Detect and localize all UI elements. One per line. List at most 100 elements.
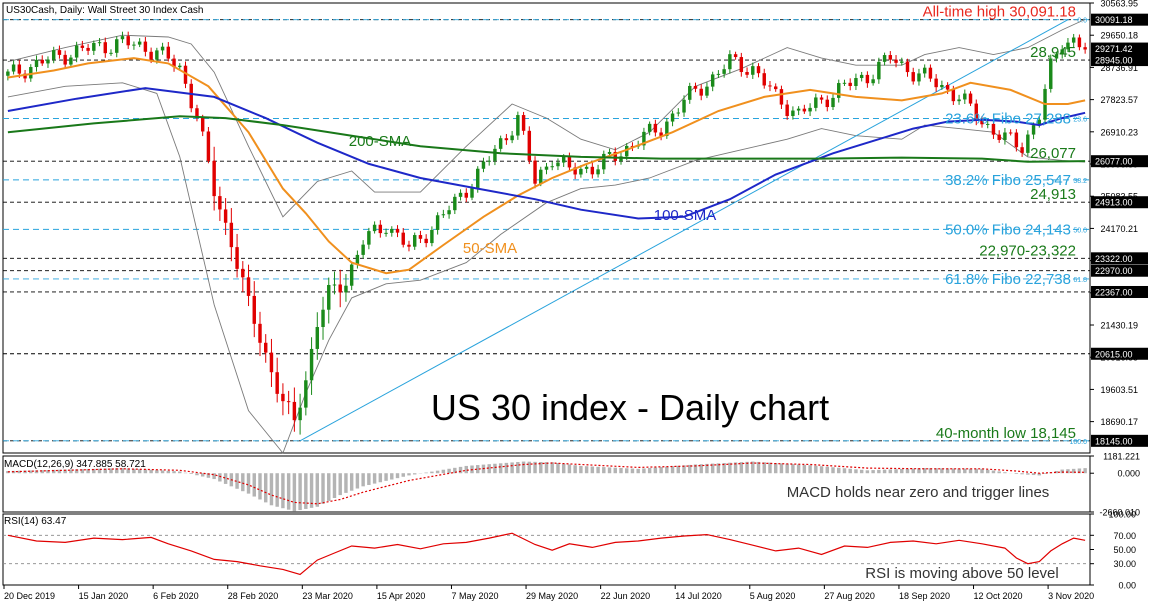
- candle-bullish: [390, 228, 394, 233]
- price-box: [1091, 347, 1148, 360]
- candle-bearish: [246, 277, 251, 296]
- candle-bullish: [837, 83, 841, 98]
- x-tick-label: 15 Jan 2020: [79, 591, 129, 601]
- candle-bearish: [802, 108, 807, 112]
- candle-bullish: [332, 284, 337, 286]
- candle-bullish: [917, 73, 921, 82]
- candle-bullish: [6, 71, 10, 76]
- candle-bearish: [200, 117, 205, 132]
- candle-bearish: [103, 42, 107, 54]
- candle-bullish: [791, 110, 795, 117]
- candle-bullish: [430, 229, 434, 244]
- candle-bullish: [831, 97, 835, 108]
- candle-bullish: [842, 82, 847, 84]
- candle-bearish: [464, 192, 468, 198]
- main-price-panel: 30563.95 29650.18 28736.91 27823.57 26910.23…: [2, 0, 1148, 454]
- candle-bullish: [539, 169, 543, 184]
- candle-bullish: [550, 166, 554, 168]
- candle-bullish: [647, 123, 652, 132]
- x-axis: 20 Dec 2019 15 Jan 2020 6 Feb 2020 28 Feb 2…: [3, 585, 1094, 601]
- rsi-note: RSI is moving above 50 level: [865, 565, 1058, 582]
- candle-bearish: [997, 134, 1001, 140]
- y-tick-label: 21430.19: [1100, 321, 1138, 331]
- candle-bearish: [269, 352, 274, 373]
- x-tick-label: 23 Mar 2020: [302, 591, 353, 601]
- candle-bearish: [521, 115, 526, 131]
- candle-bearish: [378, 224, 383, 234]
- candle-bullish: [688, 85, 692, 100]
- candle-bearish: [275, 372, 279, 394]
- price-box: [1091, 264, 1148, 277]
- bollinger-upper-line: [7, 18, 1086, 218]
- rsi-y-tick-label: 30.00: [1113, 559, 1136, 569]
- y-tick-label: 19603.51: [1100, 385, 1138, 395]
- candle-bearish: [659, 132, 663, 136]
- candle-bearish: [189, 83, 193, 109]
- candle-bearish: [40, 59, 44, 64]
- candle-bearish: [905, 61, 910, 73]
- candle-bullish: [344, 285, 348, 293]
- candle-bullish: [132, 44, 136, 46]
- candle-bearish: [567, 156, 572, 168]
- y-tick-label: 26910.23: [1100, 127, 1138, 137]
- price-box: [1091, 434, 1148, 447]
- candle-bullish: [97, 42, 102, 44]
- macd-panel-frame: [2, 455, 1091, 513]
- candle-bearish: [166, 46, 171, 59]
- price-box-label: 22970.00: [1095, 266, 1133, 276]
- candle-bullish: [109, 52, 113, 54]
- fibonacci-label: 50.0% Fibo 24,143: [945, 221, 1071, 238]
- candle-bearish: [968, 93, 973, 104]
- candle-bullish: [710, 74, 715, 87]
- candle-bullish: [304, 380, 308, 408]
- candle-bullish: [1066, 42, 1070, 50]
- candle-bullish: [516, 115, 520, 136]
- candle-bearish: [258, 323, 262, 343]
- candle-bearish: [911, 72, 915, 82]
- fibonacci-tag: 61.8: [1073, 277, 1087, 284]
- price-box-label: 30091.18: [1095, 15, 1133, 25]
- candle-bullish: [435, 215, 440, 230]
- candle-bearish: [212, 160, 216, 197]
- candle-bullish: [327, 284, 331, 310]
- x-tick-label: 6 Feb 2020: [153, 591, 199, 601]
- fibonacci-tag: 100.0: [1069, 439, 1087, 446]
- candle-bearish: [630, 145, 635, 147]
- support-resistance-label: 28,945: [1030, 44, 1076, 61]
- candle-bullish: [453, 196, 457, 211]
- candle-bearish: [527, 130, 532, 161]
- candle-bearish: [745, 72, 749, 75]
- candle-bearish: [418, 235, 423, 239]
- candle-bullish: [481, 161, 486, 169]
- candle-bearish: [653, 123, 658, 133]
- candle-bearish: [407, 244, 411, 247]
- candle-bullish: [309, 348, 314, 381]
- candle-bearish: [1020, 147, 1024, 153]
- candle-bullish: [447, 210, 451, 215]
- candle-bearish: [613, 151, 617, 161]
- price-box-label: 26077.00: [1095, 157, 1133, 167]
- candle-bearish: [395, 228, 400, 233]
- candle-bearish: [401, 232, 405, 245]
- candle-bearish: [223, 209, 228, 223]
- support-resistance-label: 40-month low 18,145: [936, 425, 1076, 442]
- price-box-label: 24913.00: [1095, 198, 1133, 208]
- x-tick-label: 14 Jul 2020: [675, 591, 722, 601]
- candle-bearish: [573, 167, 577, 175]
- macd-signal-line: [7, 462, 1086, 505]
- candle-bearish: [80, 45, 85, 48]
- candle-bullish: [722, 69, 726, 74]
- support-resistance-label: 24,913: [1030, 186, 1076, 203]
- candle-bullish: [1049, 58, 1053, 89]
- macd-y-tick-label: 1181.221: [1103, 452, 1140, 462]
- y-tick-label: 18690.17: [1100, 417, 1138, 427]
- candle-bullish: [412, 235, 417, 247]
- y-tick-label: 30563.95: [1100, 0, 1138, 8]
- candle-bullish: [349, 264, 354, 286]
- candle-bullish: [676, 112, 681, 114]
- candle-bearish: [63, 54, 67, 65]
- candle-bearish: [825, 99, 829, 108]
- candle-bearish: [229, 222, 234, 248]
- candle-bullish: [871, 79, 875, 84]
